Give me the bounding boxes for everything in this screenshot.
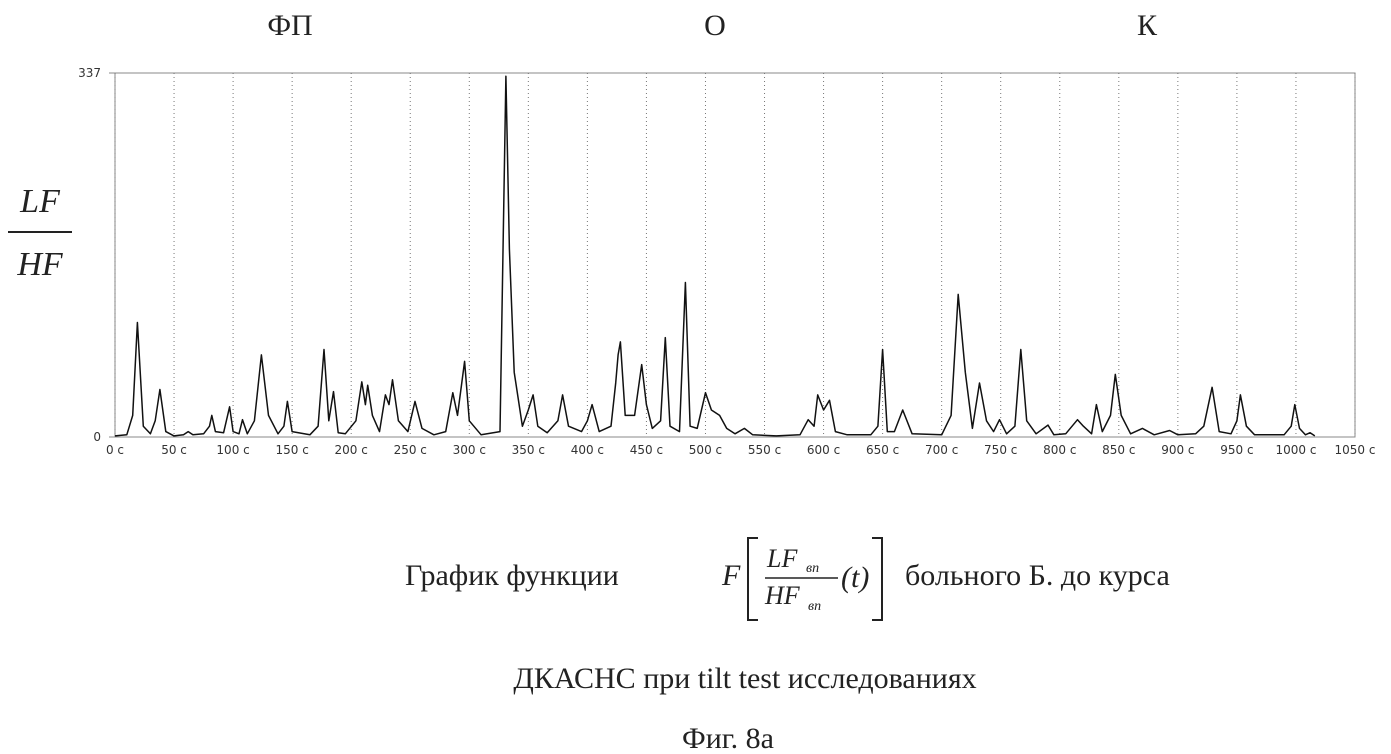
y-tick-label: 337 [78,66,101,80]
caption-f: F [721,559,741,592]
x-tick-label: 600 c [807,443,840,457]
annotation: К [1137,9,1158,42]
caption-arg: (t) [841,561,869,594]
plot-frame [115,73,1355,437]
x-tick-label: 1050 c [1335,443,1376,457]
x-tick-label: 650 c [866,443,899,457]
caption-prefix: График функции [405,559,619,592]
figure-label: Фиг. 8а [682,722,774,754]
x-tick-label: 800 c [1043,443,1076,457]
x-tick-label: 50 c [161,443,187,457]
caption-suffix: больного Б. до курса [905,559,1170,592]
x-tick-label: 950 c [1220,443,1253,457]
y-label-denominator: HF [16,246,64,283]
y-tick-label: 0 [93,430,101,444]
x-tick-label: 1000 c [1275,443,1316,457]
caption-line2: ДКАСНС при tilt test исследованиях [513,662,976,695]
y-label-numerator: LF [19,183,61,220]
x-tick-label: 100 c [216,443,249,457]
x-tick-label: 900 c [1161,443,1194,457]
x-tick-label: 850 c [1102,443,1135,457]
x-tick-label: 400 c [571,443,604,457]
x-tick-label: 450 c [630,443,663,457]
x-tick-label: 350 c [512,443,545,457]
caption-den: HF [764,581,801,610]
x-tick-label: 700 c [925,443,958,457]
annotation: ФП [267,9,312,42]
x-tick-label: 0 c [106,443,124,457]
x-tick-label: 750 c [984,443,1017,457]
caption-den-sub: вп [808,599,821,614]
page: ФП О К LF HF График функции F LF вп HF в… [0,0,1391,754]
x-tick-label: 300 c [453,443,486,457]
x-tick-label: 200 c [335,443,368,457]
annotation: О [704,9,726,42]
caption-num-sub: вп [806,561,819,576]
x-tick-label: 150 c [275,443,308,457]
x-tick-label: 250 c [394,443,427,457]
caption-num: LF [766,544,798,573]
x-tick-label: 550 c [748,443,781,457]
x-tick-label: 500 c [689,443,722,457]
